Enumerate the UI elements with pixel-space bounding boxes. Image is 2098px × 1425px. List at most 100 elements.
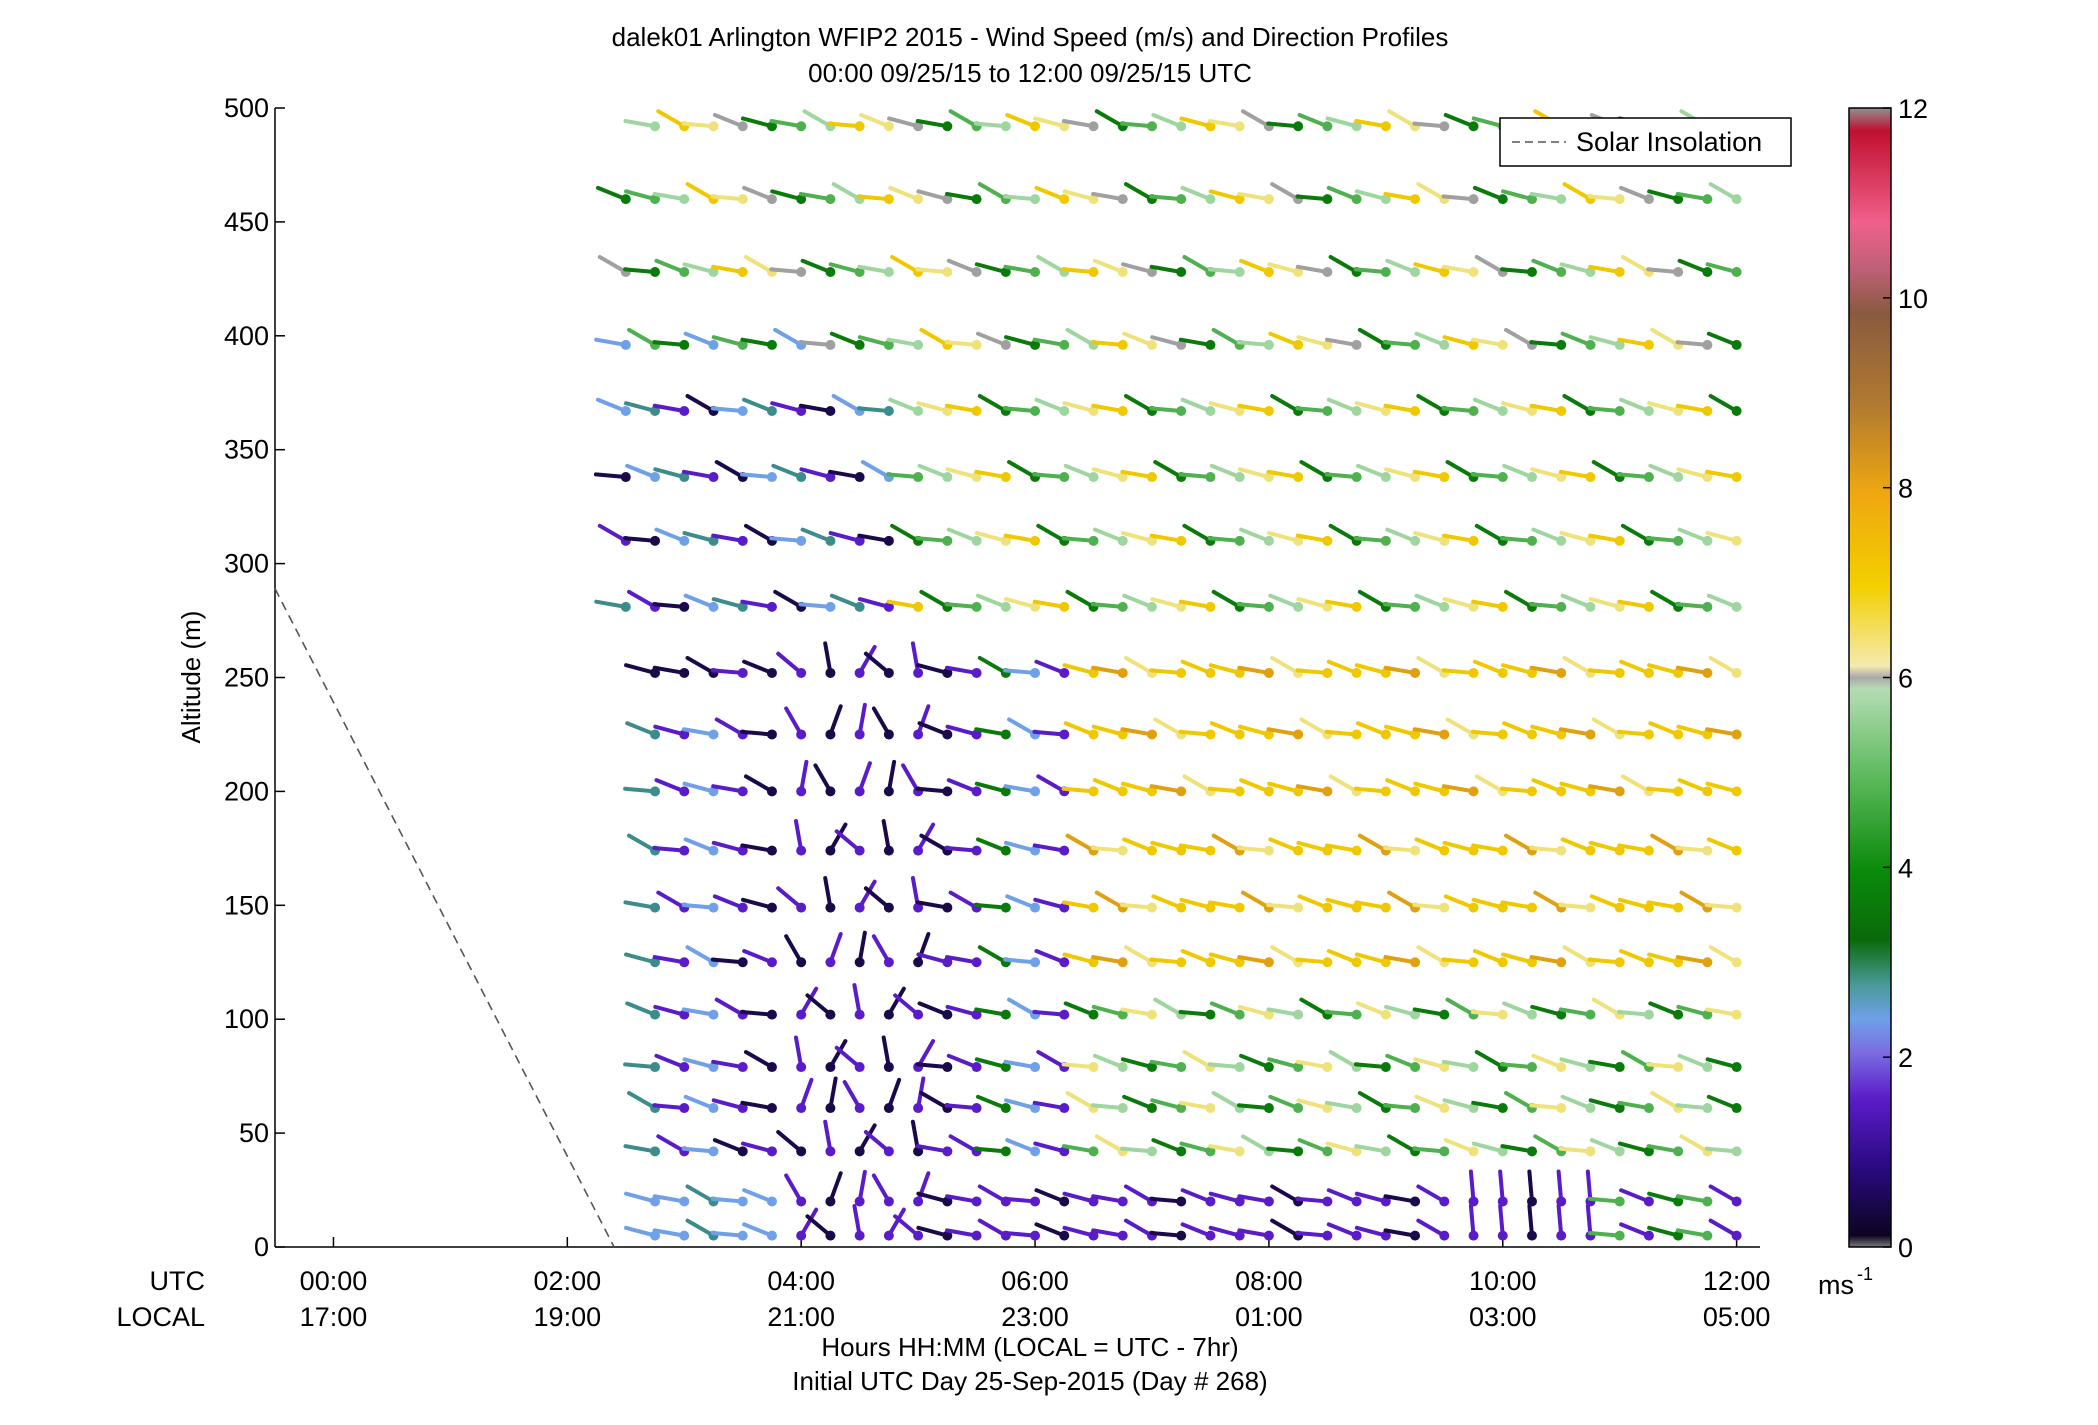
wind-barb-point: [854, 957, 865, 968]
wind-barb-point: [1088, 472, 1099, 483]
wind-barb-point: [766, 405, 777, 416]
wind-barb-point: [1673, 957, 1684, 968]
wind-barb-point: [1731, 957, 1742, 968]
wind-barb-point: [1205, 1103, 1216, 1114]
wind-barb-point: [766, 902, 777, 913]
wind-barb-point: [1702, 1196, 1713, 1207]
wind-barb-point: [1497, 339, 1508, 350]
wind-barb-point: [1643, 729, 1654, 740]
wind-barb-shaft: [886, 986, 906, 1017]
wind-barb-point: [1088, 1146, 1099, 1157]
wind-barb-point: [796, 267, 807, 278]
wind-barb-shaft: [974, 262, 1008, 275]
wind-barb-shaft: [1003, 533, 1038, 543]
wind-barb-point: [1731, 194, 1742, 205]
wind-barb-point: [1439, 729, 1450, 740]
wind-barb-point: [854, 121, 865, 132]
x-tick-label-utc: 06:00: [1001, 1266, 1069, 1296]
wind-barb-shaft: [1558, 469, 1593, 480]
wind-barb-point: [1410, 194, 1421, 205]
wind-barb-point: [942, 1062, 953, 1073]
wind-barb-shaft: [893, 1214, 921, 1238]
wind-barb-point: [1059, 1230, 1070, 1241]
wind-barb-point: [1497, 1103, 1508, 1114]
wind-barb-shaft: [1208, 1144, 1242, 1154]
wind-barb-point: [1146, 1009, 1157, 1020]
wind-barb-point: [650, 121, 661, 132]
wind-barb-point: [1526, 405, 1537, 416]
wind-barb-point: [1731, 267, 1742, 278]
wind-barb-point: [1497, 729, 1508, 740]
wind-barb-shaft: [1648, 1001, 1681, 1017]
wind-barb-point: [1731, 1062, 1742, 1073]
x-tick-label-local: 01:00: [1235, 1302, 1303, 1332]
wind-barb-point: [1410, 601, 1421, 612]
wind-barb-point: [1176, 535, 1187, 546]
wind-barb-point: [1468, 535, 1479, 546]
wind-barb-point: [1234, 267, 1245, 278]
wind-barb-point: [1410, 339, 1421, 350]
wind-barb-point: [883, 121, 894, 132]
wind-barb-point: [766, 1009, 777, 1020]
wind-barb-point: [1526, 786, 1537, 797]
wind-barb-point: [1322, 957, 1333, 968]
wind-barb-shaft: [685, 1218, 716, 1238]
wind-barb-point: [1351, 957, 1362, 968]
wind-barb-shaft: [1500, 1144, 1534, 1154]
wind-barb-point: [1000, 267, 1011, 278]
x-tick-label-utc: 02:00: [534, 1266, 602, 1296]
wind-barb-point: [1176, 1196, 1187, 1207]
wind-barb-shaft: [1003, 264, 1038, 275]
wind-barb-point: [1263, 267, 1274, 278]
x-ticks: 00:00 17:00 02:00 19:00 04:00 21:00 06:00 23:00…: [300, 1237, 1770, 1332]
wind-barb-shaft: [1153, 717, 1184, 737]
wind-barb-point: [1614, 1230, 1625, 1241]
wind-barb-point: [1731, 1103, 1742, 1114]
wind-barb-point: [1351, 121, 1362, 132]
wind-barb-point: [1585, 1146, 1596, 1157]
wind-barb-point: [1322, 1103, 1333, 1114]
wind-barb-point: [1263, 729, 1274, 740]
wind-barb-shaft: [624, 952, 658, 965]
wind-barb-point: [737, 121, 748, 132]
wind-barb-shaft: [1588, 784, 1622, 794]
wind-barb-point: [971, 667, 982, 678]
wind-barb-point: [1030, 339, 1041, 350]
wind-barb-shaft: [711, 1098, 745, 1111]
wind-barb-point: [1702, 405, 1713, 416]
wind-barb-point: [1205, 405, 1216, 416]
wind-barb-shaft: [656, 890, 687, 910]
wind-barb-shaft: [1180, 949, 1213, 965]
wind-barb-point: [1351, 405, 1362, 416]
wind-barb-point: [1731, 1230, 1742, 1241]
wind-barb-point: [766, 1103, 777, 1114]
wind-barb-shaft: [828, 1076, 838, 1111]
wind-barb-point: [942, 1009, 953, 1020]
wind-barb-shaft: [799, 1077, 814, 1111]
wind-barb-point: [1556, 957, 1567, 968]
wind-barb-point: [1410, 535, 1421, 546]
wind-barb-shaft: [711, 1059, 745, 1070]
wind-barb-point: [1380, 1146, 1391, 1157]
wind-barb-point: [1088, 667, 1099, 678]
wind-barb-shaft: [1589, 1138, 1622, 1154]
wind-barb-point: [737, 1230, 748, 1241]
wind-barb-shaft: [1443, 112, 1476, 129]
wind-barb-shaft: [945, 1194, 979, 1204]
wind-barb-shaft: [1471, 843, 1505, 853]
wind-barb-shaft: [654, 527, 687, 543]
wind-barb-point: [708, 121, 719, 132]
wind-barb-shaft: [1122, 331, 1154, 347]
wind-barb-shaft: [681, 1007, 716, 1017]
wind-barb-point: [1526, 1196, 1537, 1207]
y-tick-label: 0: [254, 1232, 269, 1262]
wind-barb-shaft: [813, 763, 833, 794]
wind-barb-point: [1556, 729, 1567, 740]
wind-barb-shaft: [1531, 1053, 1564, 1070]
wind-barb-shaft: [948, 109, 979, 129]
wind-barb-shaft: [1385, 778, 1418, 794]
wind-barb-point: [1059, 845, 1070, 856]
wind-barb-point: [1117, 667, 1128, 678]
wind-barb-point: [650, 1062, 661, 1073]
wind-barb-point: [1293, 729, 1304, 740]
